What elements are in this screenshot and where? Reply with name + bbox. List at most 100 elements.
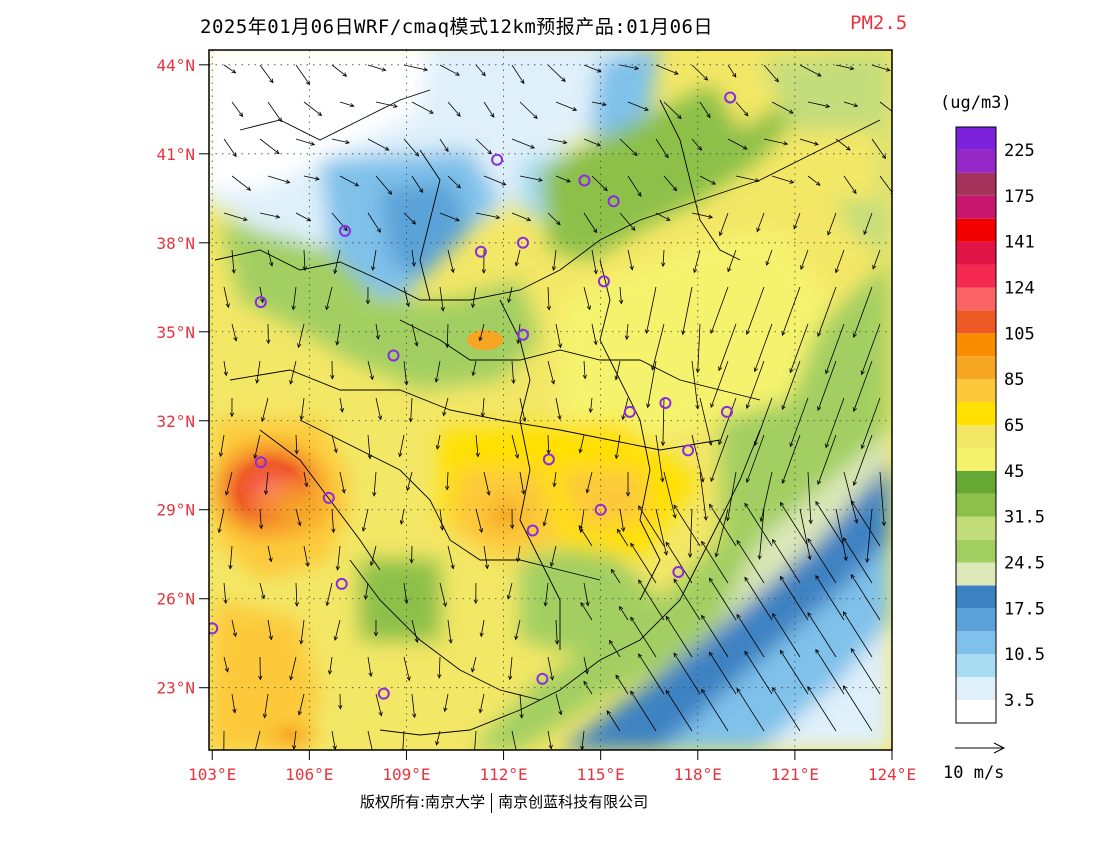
wind-arrow <box>292 286 297 310</box>
wind-arrow <box>403 212 416 225</box>
lon-tick-label: 103°E <box>188 765 236 784</box>
wind-arrow <box>367 360 373 380</box>
wind-arrow <box>329 656 333 675</box>
wind-arrow <box>579 434 585 453</box>
wind-arrowhead <box>672 513 677 519</box>
wind-arrow <box>439 508 443 530</box>
wind-arrow <box>482 397 485 417</box>
wind-arrowhead <box>745 330 750 336</box>
wind-arrowhead <box>718 440 723 446</box>
wind-arrowhead <box>445 485 450 491</box>
wind-arrowhead <box>406 486 411 492</box>
wind-arrowhead <box>807 612 812 617</box>
wind-arrowhead <box>638 579 643 585</box>
wind-arrowhead <box>703 516 708 521</box>
wind-arrowhead <box>700 477 705 483</box>
wind-arrowhead <box>405 302 410 308</box>
wind-arrow <box>736 540 765 584</box>
wind-arrow <box>615 360 621 380</box>
wind-arrow <box>444 693 449 712</box>
wind-arrowhead <box>473 599 478 605</box>
wind-arrow <box>771 101 794 114</box>
wind-arrowhead <box>842 537 848 542</box>
wind-arrowhead <box>297 710 302 716</box>
wind-arrow <box>651 323 665 370</box>
wind-arrow <box>519 693 523 718</box>
city-marker <box>720 405 733 418</box>
wind-arrow <box>406 471 413 491</box>
wind-arrow <box>439 582 447 607</box>
wind-arrow <box>367 656 372 677</box>
wind-arrowhead <box>814 141 819 146</box>
city-marker <box>254 456 267 469</box>
wind-arrow <box>655 64 679 75</box>
wind-arrow <box>619 508 625 532</box>
wind-arrowhead <box>327 670 333 675</box>
wind-vector-field <box>217 64 892 750</box>
colorbar-frame <box>955 126 997 724</box>
wind-arrow <box>871 138 886 159</box>
wind-arrowhead <box>297 521 302 527</box>
wind-arrowhead <box>621 415 626 421</box>
wind-arrow <box>701 689 729 732</box>
wind-arrowhead <box>665 615 670 621</box>
wind-arrowhead <box>754 178 760 183</box>
wind-arrowhead <box>843 556 848 562</box>
wind-arrow <box>298 323 305 348</box>
wind-arrowhead <box>772 538 777 544</box>
wind-arrowhead <box>299 639 304 645</box>
wind-arrowhead <box>484 564 490 570</box>
wind-arrow <box>665 616 693 658</box>
wind-arrow <box>515 619 521 640</box>
wind-arrowhead <box>677 114 682 120</box>
wind-arrow <box>436 434 441 450</box>
colorbar-label: 124 <box>1004 278 1035 298</box>
wind-arrow <box>673 578 701 621</box>
wind-arrow <box>835 249 845 273</box>
wind-arrow <box>817 434 837 485</box>
wind-arrowhead <box>375 335 380 340</box>
lon-tick-label: 124°E <box>868 765 916 784</box>
wind-arrow <box>555 175 571 183</box>
wind-arrowhead <box>289 675 294 681</box>
wind-arrow <box>438 656 441 678</box>
wind-arrowhead <box>710 477 715 483</box>
wind-arrow <box>544 582 549 606</box>
wind-arrowhead <box>753 367 758 373</box>
wind-arrow <box>223 656 229 672</box>
colorbar-label: 31.5 <box>1004 508 1045 528</box>
wind-arrow <box>300 397 305 420</box>
colorbar-label: 105 <box>1004 324 1035 344</box>
wind-arrowhead <box>268 557 273 563</box>
wind-arrowhead <box>232 632 238 638</box>
wind-arrow <box>339 471 345 493</box>
wind-arrow <box>331 508 334 533</box>
wind-arrow <box>364 582 369 600</box>
wind-arrow <box>850 648 881 695</box>
wind-arrowhead <box>789 179 795 184</box>
wind-arrowhead <box>637 192 642 197</box>
wind-arrow <box>511 64 525 84</box>
wind-arrowhead <box>342 72 348 77</box>
wind-arrow <box>789 323 809 373</box>
wind-arrowhead <box>470 303 476 309</box>
wind-arrowhead <box>310 141 316 146</box>
wind-arrowhead <box>306 217 312 222</box>
wind-arrowhead <box>478 336 483 342</box>
wind-arrowhead <box>697 146 703 151</box>
wind-arrowhead <box>602 102 607 107</box>
wind-arrow <box>231 249 235 274</box>
wind-arrow <box>663 175 677 191</box>
wind-arrow <box>843 537 873 584</box>
wind-arrowhead <box>481 71 486 77</box>
wind-arrowhead <box>783 141 789 146</box>
wind-arrowhead <box>624 335 630 341</box>
wind-arrow <box>655 212 671 221</box>
wind-arrowhead <box>506 594 511 600</box>
wind-arrowhead <box>268 635 273 641</box>
wind-arrow <box>782 360 801 410</box>
wind-arrow <box>699 471 707 521</box>
wind-arrowhead <box>354 182 360 187</box>
wind-arrow <box>780 502 809 547</box>
wind-arrow <box>547 656 553 680</box>
